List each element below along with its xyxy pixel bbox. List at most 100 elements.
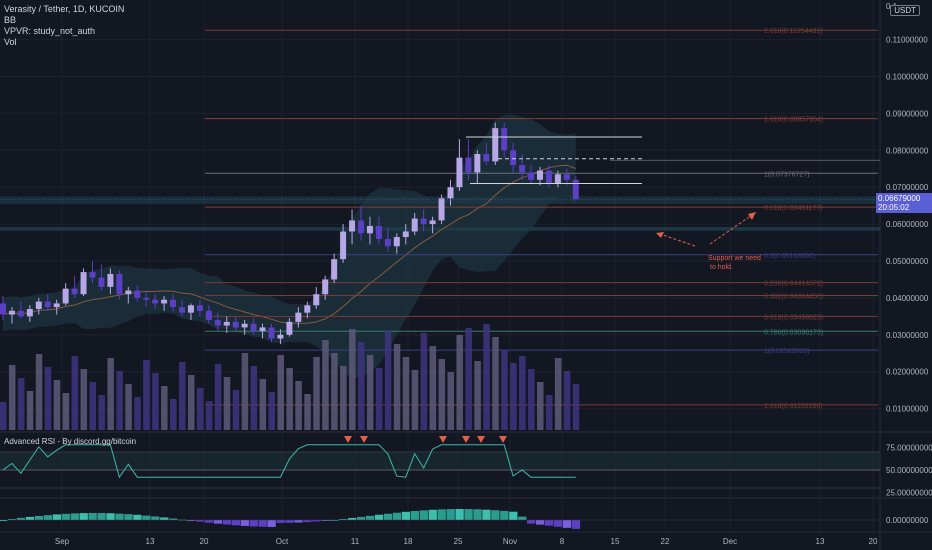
chart-legend: Verasity / Tether, 1D, KUCOIN BB VPVR: s…: [4, 4, 124, 48]
oscillator-bar: [392, 512, 402, 520]
candle-body: [554, 174, 561, 184]
oscillator-bar: [258, 520, 267, 527]
oscillator-bar: [70, 513, 79, 520]
oscillator-bar: [61, 513, 70, 520]
oscillator-bar: [285, 520, 294, 523]
candle-body: [116, 273, 123, 295]
oscillator-bar: [571, 520, 581, 529]
candle-body: [295, 312, 302, 322]
oscillator-bar: [482, 509, 491, 520]
time-axis-label: Sep: [55, 537, 70, 546]
volume-bar: [420, 333, 428, 430]
oscillator-bar: [222, 520, 232, 525]
oscillator-bar: [0, 520, 8, 521]
candle-body: [241, 323, 248, 328]
fib-level-label: 0.5(0.05168000): [764, 253, 815, 260]
price-axis-label: 0.03000000: [886, 331, 929, 340]
candle-body: [340, 231, 347, 260]
candle-body: [313, 294, 320, 306]
volume-bar: [0, 402, 7, 430]
volume-bar: [438, 359, 446, 430]
volume-bar: [259, 379, 267, 430]
oscillator-bar: [365, 515, 375, 520]
candle-body: [223, 321, 230, 326]
oscillator-bar: [52, 514, 61, 520]
volume-bar: [295, 381, 302, 430]
candle-body: [402, 231, 409, 238]
volume-bar: [501, 350, 508, 430]
candle-body: [304, 305, 311, 313]
volume-bar: [465, 328, 472, 430]
indicator-vpvr-label[interactable]: VPVR: study_not_auth: [4, 26, 96, 36]
candle-body: [393, 237, 400, 247]
volume-bar: [322, 340, 329, 430]
indicator-bb-label[interactable]: BB: [4, 15, 17, 25]
volume-bar: [331, 353, 338, 430]
oscillator-bar: [231, 520, 240, 526]
candle-body: [384, 238, 391, 247]
fib-level-label: 2.618(0.11254431): [764, 28, 823, 35]
oscillator-bar: [544, 520, 554, 526]
countdown-timer: 20:05:02: [878, 203, 910, 212]
arrow-right: [709, 214, 753, 245]
oscillator-bar: [562, 520, 572, 528]
time-axis-label: Nov: [503, 537, 517, 546]
volume-bar: [80, 369, 88, 430]
time-axis-label: 8: [560, 537, 565, 546]
volume-bar: [26, 391, 34, 430]
candle-body: [134, 290, 141, 298]
oscillator-bar: [312, 520, 321, 522]
volume-bar: [340, 366, 347, 430]
oscillator-bar: [321, 520, 330, 521]
current-price-tag: 0.06679000 20:05:02: [876, 193, 932, 213]
candle-body: [474, 153, 481, 173]
candle-body: [125, 290, 132, 295]
oscillator-bar: [437, 509, 446, 520]
volume-bar: [456, 335, 463, 430]
candle-body: [107, 273, 114, 287]
price-axis-label: 0.11000000: [886, 36, 928, 45]
indicator-vol-label[interactable]: Vol: [4, 37, 17, 47]
candle-body: [53, 303, 60, 308]
volume-bar: [241, 353, 249, 430]
candle-body: [152, 299, 159, 304]
fib-level-label: 1.618(0.08857954): [764, 117, 823, 124]
candle-body: [322, 279, 329, 295]
price-axis-label: 0.04000000: [886, 294, 929, 303]
candle-body: [492, 128, 499, 162]
candle-body: [80, 272, 87, 295]
price-axis-label: 0.09000000: [886, 109, 929, 118]
oscillator-bar: [536, 520, 545, 525]
volume-bar: [214, 364, 222, 430]
volume-bar: [250, 366, 258, 430]
oscillator-bar: [186, 520, 196, 521]
fib-level-label: 1(0.07376727): [764, 171, 810, 178]
volume-bar: [125, 384, 132, 430]
volume-bar: [545, 395, 553, 430]
rsi-axis-label: 25.00000000: [886, 489, 932, 498]
fib-level-label: 1(0.02583000): [764, 348, 810, 355]
symbol-title[interactable]: Verasity / Tether, 1D, KUCOIN: [4, 4, 125, 14]
candle-body: [98, 277, 105, 287]
oscillator-bar: [151, 516, 160, 520]
candle-body: [214, 320, 221, 326]
rsi-indicator-label[interactable]: Advanced RSI - By discord.gg/bitcoin: [4, 437, 137, 446]
candle-body: [438, 198, 445, 221]
fib-level-label: 0.786(0.03096173): [764, 329, 823, 336]
currency-badge[interactable]: USDT: [890, 5, 920, 16]
oscillator-bar: [115, 513, 124, 520]
oscillator-bar: [464, 509, 473, 520]
candle-body: [483, 153, 490, 162]
price-axis-label: 0.01000000: [886, 405, 929, 414]
price-axis-label: 0.07000000: [886, 183, 929, 192]
volume-bar: [313, 357, 320, 430]
current-price-value: 0.06679000: [878, 194, 921, 203]
volume-bar: [393, 344, 401, 430]
candle-body: [35, 301, 42, 309]
candle-body: [286, 321, 293, 335]
fib-level-label: 0.382(0.04064450): [764, 294, 823, 301]
candle-body: [268, 327, 275, 339]
rsi-axis-label: 50.00000000: [886, 466, 932, 475]
candle-body: [510, 150, 517, 166]
